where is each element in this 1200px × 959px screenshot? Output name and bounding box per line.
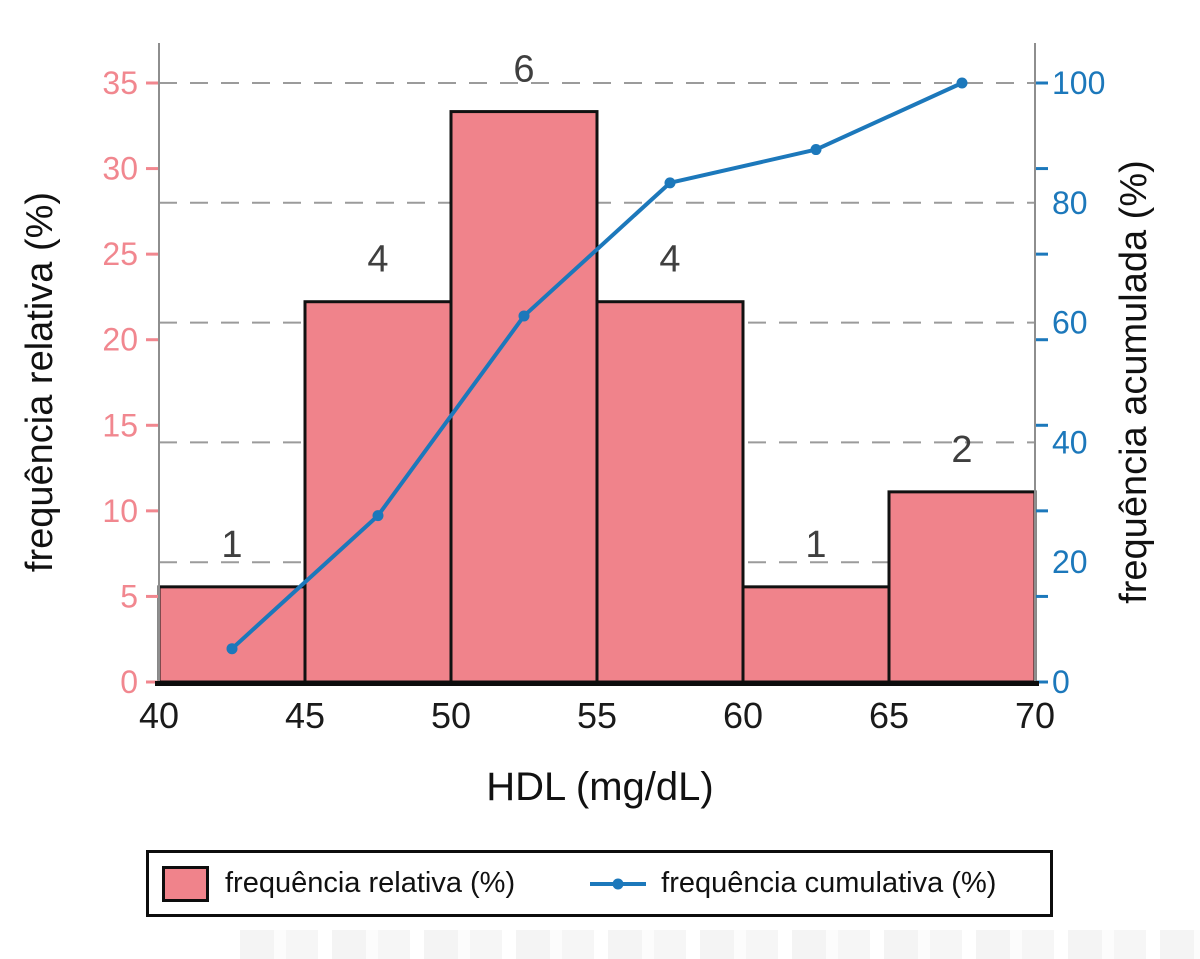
cumulative-frequency-line: [226, 77, 968, 655]
y-right-tick-label: 40: [1052, 424, 1088, 460]
bar-count-label: 4: [367, 239, 388, 281]
cumulative-point-57.5: [664, 177, 676, 189]
legend-item-cumulative-frequency: frequência cumulativa (%): [589, 867, 996, 900]
x-axis-title: HDL (mg/dL): [486, 765, 713, 809]
y-left-tick-label: 35: [102, 65, 138, 101]
y-left-tick-label: 30: [102, 151, 138, 187]
relative-frequency-bars: [157, 110, 1037, 684]
bar-50-55: [449, 110, 599, 684]
cumulative-point-62.5: [810, 144, 822, 156]
axes-and-ticks: [146, 43, 1048, 686]
y-left-tick-label: 25: [102, 236, 138, 272]
bar-60-65: [741, 585, 891, 684]
legend-item-relative-frequency: frequência relativa (%): [162, 865, 516, 902]
cumulative-point-52.5: [518, 310, 530, 322]
y-right-tick-label: 20: [1052, 544, 1088, 580]
y-right-tick-label: 0: [1052, 664, 1070, 700]
x-tick-label: 65: [869, 695, 909, 736]
x-tick-label: 45: [285, 695, 325, 736]
y-right-tick-label: 80: [1052, 185, 1088, 221]
bar-count-label: 1: [221, 524, 242, 566]
y-left-tick-label: 10: [102, 493, 138, 529]
bar-count-label: 1: [805, 524, 826, 566]
y-left-axis-title: frequência relativa (%): [19, 192, 61, 572]
cumulative-line-path: [230, 81, 964, 651]
bar-swatch-icon: [162, 865, 209, 902]
bar-55-60: [595, 300, 745, 684]
x-tick-label: 70: [1015, 695, 1055, 736]
watermark-strip: [240, 930, 1200, 959]
y-right-tick-label: 60: [1052, 305, 1088, 341]
bar-count-label: 6: [513, 49, 534, 91]
cumulative-point-67.5: [956, 77, 968, 89]
legend-label-relative: frequência relativa (%): [225, 867, 516, 899]
y-left-tick-label: 15: [102, 407, 138, 443]
y-left-tick-label: 0: [120, 664, 138, 700]
bar-65-70: [887, 490, 1037, 684]
x-tick-label: 60: [723, 695, 763, 736]
y-right-tick-label: 100: [1052, 65, 1105, 101]
cumulative-point-42.5: [226, 643, 238, 655]
line-marker-icon: [590, 878, 647, 889]
y-left-tick-label: 5: [120, 578, 138, 614]
bar-count-label: 2: [951, 429, 972, 471]
x-tick-label: 40: [139, 695, 179, 736]
bar-45-50: [303, 300, 453, 684]
cumulative-point-47.5: [372, 510, 384, 522]
x-tick-label: 50: [431, 695, 471, 736]
x-tick-label: 55: [577, 695, 617, 736]
legend-label-cumulative: frequência cumulativa (%): [661, 867, 997, 899]
y-right-axis-title: frequência acumulada (%): [1113, 160, 1155, 604]
legend: frequência relativa (%) frequência cumul…: [146, 850, 1053, 917]
y-left-tick-label: 20: [102, 322, 138, 358]
bar-count-label: 4: [659, 239, 680, 281]
